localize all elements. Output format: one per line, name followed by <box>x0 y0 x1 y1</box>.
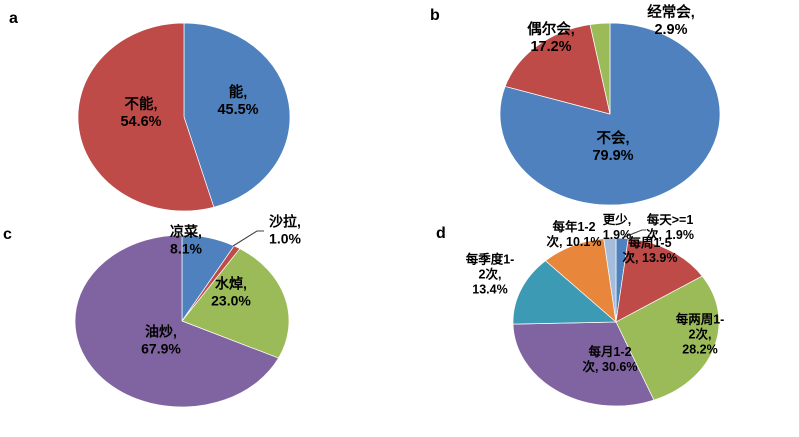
pie-chart-panel-c: c 凉菜, 8.1% 沙拉, 1.0% 水焯, 23.0% 油炒, 67.9% <box>0 214 400 437</box>
pie-b-label-0: 不会, 79.9% <box>592 131 634 164</box>
pie-d-label-3: 每月1-2 次, 30.6% <box>582 345 638 374</box>
pie-chart-panel-b: b 不会, 79.9% 偶尔会, 17.2% 经常会, 2.9% <box>400 0 799 219</box>
pie-c-slice-3 <box>74 234 279 408</box>
pie-a-svg <box>77 22 291 212</box>
pie-c-slice-2 <box>181 248 290 359</box>
panel-letter-a: a <box>9 10 18 27</box>
pie-c-label-1: 沙拉, 1.0% <box>269 213 301 247</box>
pie-c-label-0: 凉菜, 8.1% <box>170 223 202 257</box>
pie-a-label-0: 能, 45.5% <box>217 85 259 118</box>
panel-letter-b: b <box>430 7 440 24</box>
pie-b-slice-2 <box>589 22 611 115</box>
pie-d-slice-1 <box>615 238 703 323</box>
panel-letter-c: c <box>3 226 12 243</box>
pie-d-label-6: 更少, 1.9% <box>602 213 632 242</box>
pie-d-label-1: 每周1-5 次, 13.9% <box>622 236 678 265</box>
pie-a-slice-1 <box>77 22 215 212</box>
pie-a-label-1: 不能, 54.6% <box>120 97 162 130</box>
pie-d-slice-6 <box>603 237 617 323</box>
pie-c-label-3: 油炒, 67.9% <box>141 323 181 357</box>
pie-d-leader-line-0 <box>621 229 646 239</box>
pie-b-svg <box>499 22 721 206</box>
pie-d-label-2: 每两周1- 2次, 28.2% <box>675 312 725 357</box>
pie-c-svg <box>74 230 290 408</box>
pie-chart-panel-a: a 能, 45.5% 不能, 54.6% <box>0 0 400 219</box>
pie-a-slice-0 <box>183 22 291 208</box>
pie-b-label-2: 经常会, 2.9% <box>647 5 695 38</box>
pie-b-slice-1 <box>504 24 611 115</box>
panel-letter-d: d <box>436 225 446 242</box>
pie-c-leader-line-1 <box>232 230 264 247</box>
pie-chart-panel-d: d 每天>=1 次, 1.9% 每周1-5 次, 13.9% 每两周1- 2次, 28.2%… <box>400 213 799 437</box>
pie-d-label-5: 每年1-2 次, 10.1% <box>546 220 602 249</box>
pie-d-slice-4 <box>512 260 617 325</box>
pie-d-slice-2 <box>615 275 720 401</box>
pie-b-label-1: 偶尔会, 17.2% <box>527 22 575 55</box>
pie-c-label-2: 水焯, 23.0% <box>211 275 251 309</box>
pie-d-svg <box>512 229 720 407</box>
pie-d-label-4: 每季度1- 2次, 13.4% <box>465 252 515 297</box>
pie-d-slice-3 <box>512 321 655 407</box>
pie-d-label-0: 每天>=1 次, 1.9% <box>646 213 694 242</box>
